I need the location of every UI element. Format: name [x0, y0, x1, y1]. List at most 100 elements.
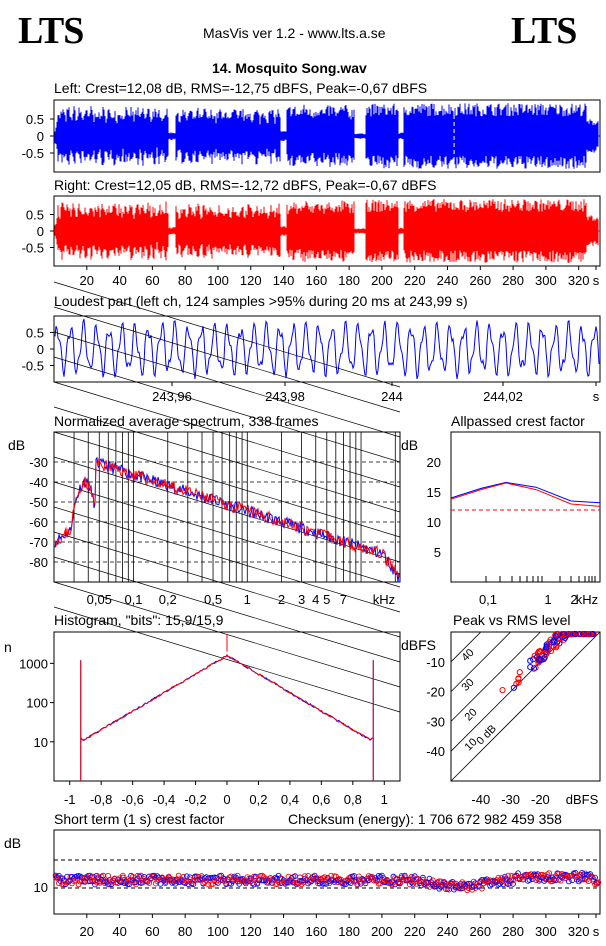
short-term-point-left [510, 881, 516, 887]
peak-rms-diagonal-label: 40 [460, 647, 477, 664]
crest-allpass-ytick-label: 15 [427, 485, 441, 500]
peak-rms-ytick-label: -20 [426, 685, 445, 700]
xtick-label-time: 80 [178, 273, 192, 288]
crest-allpass-frame [450, 431, 601, 583]
spectrum-ytick-label: -40 [29, 475, 48, 490]
short-term-point-right [479, 885, 485, 892]
peak-rms-point [589, 630, 596, 638]
file-title: 14. Mosquito Song.wav [212, 60, 367, 76]
peak-rms-frame [450, 631, 601, 782]
short-term-point-right [538, 871, 544, 878]
short-term-point-left [183, 873, 190, 880]
spectrum-right-curve [54, 457, 400, 578]
crest-allpass-title: Allpassed crest factor [451, 413, 585, 429]
short-term-point-right [584, 876, 590, 883]
crest-allpass-ytick-label: 10 [427, 515, 441, 530]
crest-allpass-left-curve [450, 481, 601, 504]
spectrum-slope-line [53, 556, 401, 663]
short-term-point-right [469, 886, 475, 893]
spectrum-slope-line [53, 406, 401, 513]
histogram-xtick-label: -0,6 [121, 792, 143, 807]
peak-rms-point [516, 669, 523, 676]
short-term-xtick-label: 140 [273, 924, 295, 939]
peak-rms-xtick-label: -20 [531, 792, 550, 807]
peak-rms-diagonal [450, 631, 541, 722]
short-term-xtick-label: 100 [207, 924, 229, 939]
spectrum-xtick-label: 0,2 [159, 592, 177, 607]
short-term-point-left [426, 875, 433, 882]
histogram-xtick-label: 0,2 [249, 792, 267, 807]
peak-rms-point [568, 630, 576, 638]
spectrum-slope-line [53, 606, 401, 713]
spectrum-xtick-label: 2 [278, 592, 285, 607]
short-term-xtick-label: 240 [437, 924, 459, 939]
peak-rms-point [510, 684, 517, 691]
short-term-point-left [590, 878, 597, 884]
spectrum-xtick-label: 0,05 [87, 592, 112, 607]
short-term-point-left [347, 880, 354, 887]
xtick-label-time: 240 [437, 273, 459, 288]
crest-allpass-ytick-label: 5 [434, 545, 441, 560]
lts-logo-left: LTS [18, 10, 84, 52]
short-term-point-right [593, 881, 600, 887]
short-term-xtick-label: 220 [404, 924, 426, 939]
spectrum-xtick-label: 1 [244, 592, 251, 607]
peak-rms-point [562, 630, 569, 638]
peak-rms-point [578, 630, 585, 638]
short-term-point-right [251, 873, 257, 880]
short-term-point-right [279, 875, 285, 882]
peak-rms-ytick-label: -40 [426, 744, 445, 759]
xtick-label-time: 180 [338, 273, 360, 288]
peak-rms-ytick-label: -10 [426, 655, 445, 670]
short-term-point-left [526, 877, 533, 883]
crest-allpass-ytick-label: 20 [427, 455, 441, 470]
peak-rms-diagonal-label: 0 dB [474, 723, 498, 747]
short-term-point-right [408, 873, 415, 880]
short-term-xtick-label: 180 [338, 924, 360, 939]
histogram-xtick-label: 0,8 [344, 792, 362, 807]
short-term-ylabel: dB [4, 835, 21, 851]
short-term-point-right [208, 881, 215, 887]
histogram-title: Histogram, "bits": 15,9/15,9 [54, 612, 224, 628]
histogram-ylabel: n [4, 639, 12, 655]
peak-rms-diagonal-label: 20 [463, 706, 480, 723]
peak-rms-point [572, 630, 579, 638]
short-term-xtick-label: 160 [305, 924, 327, 939]
histogram-left-curve [80, 655, 374, 781]
short-term-point-left [100, 872, 107, 879]
histogram-xtick-label: 0 [223, 792, 230, 807]
ytick-label-left-channel: -0.5 [22, 146, 44, 161]
spectrum-slope-line [53, 481, 401, 588]
peak-rms-point [550, 638, 557, 645]
short-term-crest-frame [53, 829, 601, 915]
histogram-xtick-label: 0,6 [312, 792, 330, 807]
xtick-label-loudest: 244 [381, 389, 403, 404]
loudest-trace [54, 318, 600, 380]
histogram-xtick-label: -1 [64, 792, 76, 807]
spectrum-xtick-label: 3 [298, 592, 305, 607]
short-term-point-right [138, 872, 144, 879]
short-term-point-left [418, 882, 425, 889]
peak-rms-point [586, 630, 594, 638]
short-term-point-right [506, 880, 513, 887]
histogram-xtick-label: -0,4 [153, 792, 175, 807]
peak-rms-diagonal [450, 631, 482, 663]
peak-rms-point [543, 641, 550, 648]
xtick-label-time: 260 [469, 273, 491, 288]
short-term-xtick-label: 20 [80, 924, 94, 939]
spectrum-xtick-label: 7 [340, 592, 347, 607]
peak-rms-xtick-label: -30 [501, 792, 520, 807]
peak-rms-diagonal [450, 631, 571, 752]
crest-allpass-right-curve [450, 482, 601, 507]
ytick-label-loudest: 0 [37, 342, 44, 357]
peak-rms-point [558, 630, 565, 638]
short-term-point-left [436, 885, 443, 892]
spectrum-xtick-label: 0,5 [204, 592, 222, 607]
short-term-point-right [100, 878, 107, 885]
short-term-point-right [182, 880, 189, 886]
ytick-label-left-channel: 0.5 [26, 112, 44, 127]
peak-rms-ylabel: dBFS [401, 637, 436, 653]
peak-rms-diagonal [450, 631, 511, 692]
spectrum-ylabel: dB [8, 437, 25, 453]
short-term-xtick-label: 80 [178, 924, 192, 939]
